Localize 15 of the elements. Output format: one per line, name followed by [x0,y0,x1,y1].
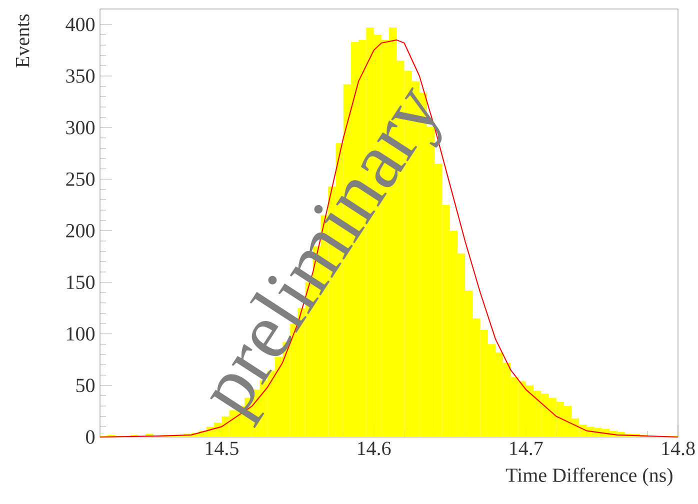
y-tick-label: 100 [67,327,95,341]
y-tick-label: 350 [66,69,95,83]
x-tick-label: 14.6 [358,442,391,456]
y-tick-label: 0 [86,430,95,444]
y-tick-label: 200 [66,224,95,238]
y-tick-label: 250 [66,172,95,186]
y-tick-label: 50 [76,378,95,392]
x-tick-label: 14.7 [510,442,543,456]
y-tick-label: 400 [66,18,95,32]
x-tick-label: 14.8 [662,442,695,456]
x-axis-title: Time Difference (ns) [506,468,672,486]
y-axis-title: Events [16,14,30,68]
x-tick-label: 14.5 [206,442,238,456]
y-tick-label: 300 [66,120,95,134]
y-tick-label: 150 [67,276,95,290]
